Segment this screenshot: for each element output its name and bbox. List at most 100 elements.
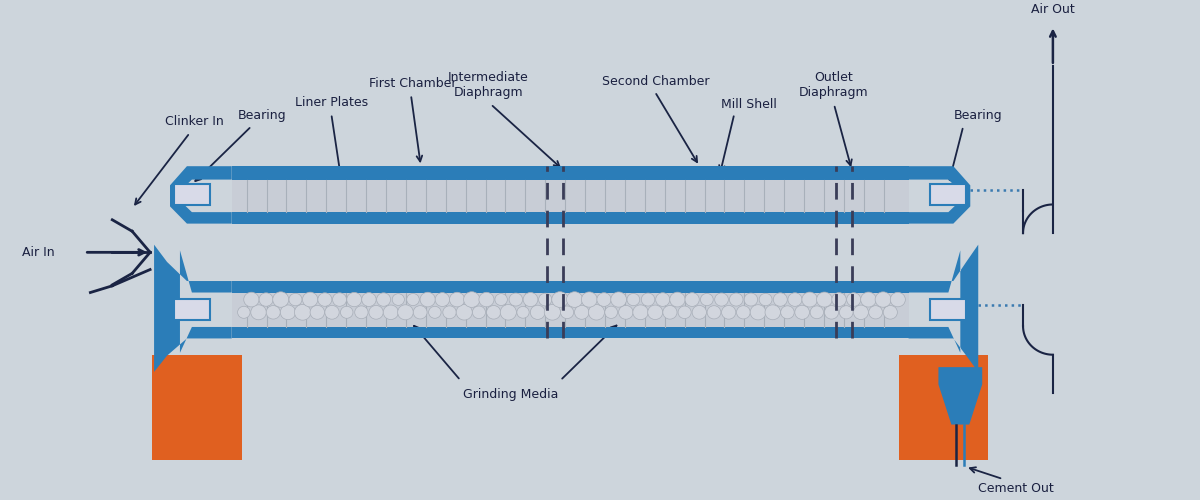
Circle shape [802, 292, 817, 307]
Circle shape [494, 294, 508, 306]
Circle shape [794, 306, 810, 320]
Circle shape [509, 293, 522, 306]
Circle shape [707, 306, 721, 319]
Circle shape [581, 292, 598, 307]
Circle shape [486, 306, 500, 319]
Circle shape [347, 292, 361, 306]
Circle shape [875, 292, 892, 307]
Circle shape [266, 306, 281, 319]
Circle shape [341, 306, 353, 318]
Circle shape [259, 293, 274, 306]
Polygon shape [170, 166, 232, 224]
Circle shape [500, 304, 516, 320]
Circle shape [730, 293, 743, 306]
Circle shape [479, 292, 494, 307]
Circle shape [294, 304, 311, 320]
Circle shape [318, 293, 332, 306]
Circle shape [605, 306, 618, 318]
Circle shape [839, 306, 853, 319]
Circle shape [456, 304, 473, 320]
Polygon shape [152, 354, 241, 460]
Circle shape [760, 294, 772, 306]
Text: Bearing: Bearing [238, 109, 286, 122]
Circle shape [810, 306, 823, 318]
Circle shape [377, 293, 390, 306]
Polygon shape [174, 184, 210, 206]
Circle shape [383, 305, 398, 320]
Text: Outlet
Diaphragm: Outlet Diaphragm [799, 71, 869, 99]
Polygon shape [908, 166, 971, 224]
Text: Cement Out: Cement Out [978, 482, 1054, 495]
Circle shape [443, 306, 456, 319]
Polygon shape [232, 292, 908, 327]
Circle shape [832, 292, 846, 306]
Circle shape [436, 292, 450, 306]
Circle shape [332, 293, 347, 306]
Polygon shape [154, 244, 232, 372]
Circle shape [737, 306, 750, 319]
Circle shape [272, 292, 289, 308]
Circle shape [869, 306, 882, 319]
Text: Clinker In: Clinker In [164, 115, 223, 128]
Circle shape [632, 305, 648, 320]
Circle shape [361, 292, 376, 306]
Circle shape [355, 306, 368, 318]
Polygon shape [174, 299, 210, 320]
Circle shape [368, 306, 383, 319]
Text: Liner Plates: Liner Plates [295, 96, 368, 109]
Circle shape [788, 293, 802, 306]
Circle shape [648, 305, 662, 320]
Circle shape [824, 306, 839, 319]
Circle shape [890, 292, 905, 307]
Circle shape [413, 306, 427, 319]
Circle shape [420, 292, 436, 307]
Circle shape [662, 306, 677, 319]
Polygon shape [930, 299, 966, 320]
Circle shape [517, 306, 529, 318]
Polygon shape [908, 244, 978, 372]
Circle shape [816, 292, 832, 307]
Circle shape [545, 304, 560, 320]
Polygon shape [232, 180, 908, 212]
Polygon shape [938, 367, 983, 424]
Circle shape [611, 292, 626, 307]
Circle shape [766, 305, 780, 320]
Circle shape [626, 294, 640, 306]
Circle shape [575, 306, 589, 320]
Circle shape [281, 305, 295, 320]
Circle shape [619, 306, 634, 319]
Circle shape [560, 306, 574, 318]
Polygon shape [232, 166, 908, 179]
Circle shape [450, 292, 464, 307]
Circle shape [552, 292, 568, 308]
Circle shape [847, 292, 860, 306]
Text: Intermediate
Diaphragm: Intermediate Diaphragm [448, 71, 529, 99]
Circle shape [750, 304, 766, 320]
Polygon shape [232, 281, 908, 292]
Circle shape [701, 294, 713, 306]
Circle shape [773, 293, 787, 306]
Circle shape [428, 306, 442, 318]
Circle shape [310, 306, 324, 320]
Text: Bearing: Bearing [954, 109, 1002, 122]
Circle shape [781, 306, 794, 319]
Circle shape [238, 306, 250, 318]
Text: Air Out: Air Out [1031, 3, 1075, 16]
Circle shape [692, 306, 707, 319]
Circle shape [407, 294, 419, 306]
Circle shape [883, 306, 898, 319]
Circle shape [853, 305, 869, 320]
Circle shape [244, 292, 259, 307]
Circle shape [397, 305, 413, 320]
Circle shape [530, 305, 545, 320]
Circle shape [392, 294, 404, 306]
Text: Mill Shell: Mill Shell [721, 98, 778, 110]
Text: First Chamber: First Chamber [370, 76, 457, 90]
Circle shape [721, 306, 736, 319]
Circle shape [302, 292, 318, 307]
Text: Air In: Air In [22, 246, 54, 259]
Circle shape [685, 292, 700, 306]
Circle shape [588, 304, 605, 320]
Circle shape [655, 292, 670, 306]
Circle shape [289, 294, 302, 306]
